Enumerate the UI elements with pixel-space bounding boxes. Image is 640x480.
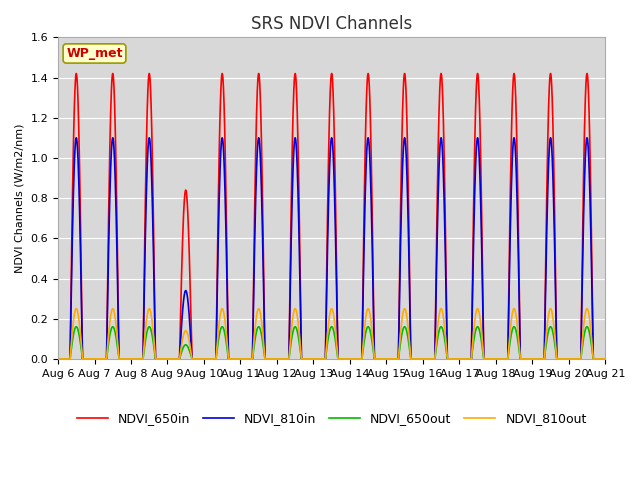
Line: NDVI_650out: NDVI_650out (58, 327, 605, 359)
NDVI_650out (166, 356, 173, 362)
NDVI_810out (600, 356, 607, 362)
NDVI_810out (54, 356, 62, 362)
Title: SRS NDVI Channels: SRS NDVI Channels (251, 15, 412, 33)
NDVI_810in (407, 356, 415, 362)
Line: NDVI_810in: NDVI_810in (58, 138, 605, 359)
NDVI_810in (172, 356, 179, 362)
NDVI_810in (600, 356, 607, 362)
NDVI_650out (602, 356, 609, 362)
NDVI_810out (72, 306, 80, 312)
NDVI_810in (602, 356, 609, 362)
NDVI_810in (485, 356, 493, 362)
NDVI_650in (600, 356, 607, 362)
NDVI_650in (54, 356, 62, 362)
NDVI_650out (172, 356, 179, 362)
NDVI_650in (602, 356, 609, 362)
NDVI_650out (54, 356, 62, 362)
NDVI_810in (54, 356, 62, 362)
NDVI_810in (259, 252, 267, 257)
NDVI_810out (602, 356, 609, 362)
NDVI_650in (72, 71, 80, 76)
Y-axis label: NDVI Channels (W/m2/nm): NDVI Channels (W/m2/nm) (15, 123, 25, 273)
Line: NDVI_650in: NDVI_650in (58, 73, 605, 359)
Line: NDVI_810out: NDVI_810out (58, 309, 605, 359)
NDVI_650out (600, 356, 607, 362)
NDVI_810out (407, 356, 415, 362)
Text: WP_met: WP_met (66, 47, 123, 60)
NDVI_810out (259, 332, 267, 338)
NDVI_810in (166, 356, 173, 362)
NDVI_650in (407, 356, 415, 362)
NDVI_650out (407, 356, 415, 362)
NDVI_650out (72, 324, 80, 330)
NDVI_650out (485, 356, 493, 362)
NDVI_810out (166, 356, 173, 362)
NDVI_810out (172, 356, 179, 362)
Legend: NDVI_650in, NDVI_810in, NDVI_650out, NDVI_810out: NDVI_650in, NDVI_810in, NDVI_650out, NDV… (72, 407, 591, 430)
NDVI_650in (485, 356, 493, 362)
NDVI_650out (259, 341, 267, 347)
NDVI_650in (172, 356, 179, 362)
NDVI_810in (72, 135, 80, 141)
NDVI_650in (259, 221, 267, 227)
NDVI_810out (485, 356, 493, 362)
NDVI_650in (166, 356, 173, 362)
